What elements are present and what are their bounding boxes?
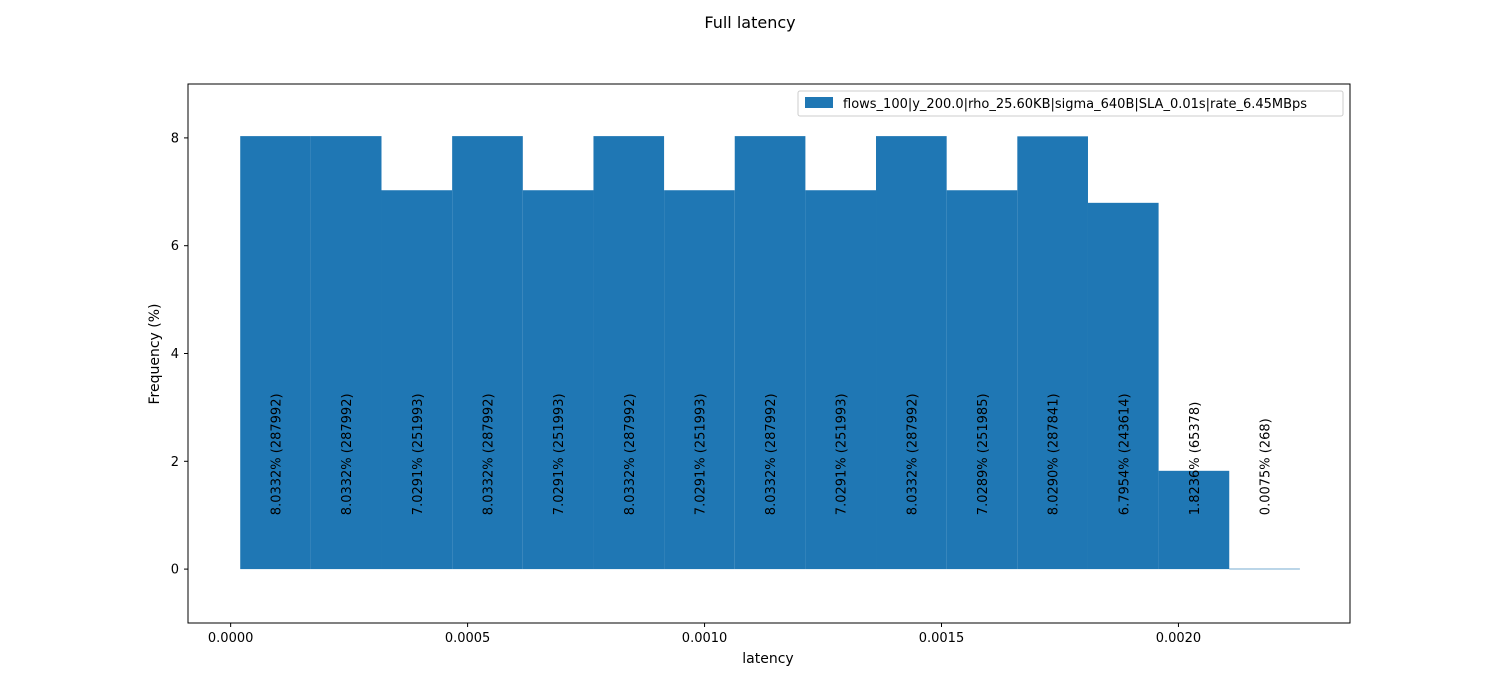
histogram-bar <box>310 136 382 570</box>
bar-value-label: 6.7954% (243614) <box>1117 393 1132 515</box>
y-axis-label: Frequency (%) <box>147 303 163 404</box>
y-tick-label: 6 <box>171 239 179 254</box>
chart-title: Full latency <box>704 13 795 32</box>
x-tick-label: 0.0020 <box>1156 631 1202 646</box>
histogram-bar <box>1087 202 1159 570</box>
y-tick-label: 8 <box>171 131 179 146</box>
histogram-bar <box>381 190 453 570</box>
bar-value-label: 8.0332% (287992) <box>905 393 920 515</box>
histogram-bar <box>522 190 594 570</box>
histogram-bar <box>1017 136 1088 570</box>
histogram-bar <box>805 190 877 570</box>
histogram-bar <box>240 136 311 570</box>
x-tick-label: 0.0005 <box>445 631 491 646</box>
bar-labels-group: 8.0332% (287992) 8.0332% (287992) 7.0291% … <box>270 393 1274 515</box>
x-axis-label: latency <box>742 651 793 667</box>
histogram-bar <box>1158 470 1230 570</box>
bar-value-label: 8.0332% (287992) <box>481 393 496 515</box>
y-tick-label: 2 <box>171 455 179 470</box>
bar-value-label: 7.0289% (251985) <box>976 393 991 515</box>
x-axis: 0.0000 0.0005 0.0010 0.0015 0.0020 <box>208 623 1201 646</box>
bar-value-label: 8.0290% (287841) <box>1047 393 1062 515</box>
histogram-bar <box>452 136 523 570</box>
bar-value-label: 8.0332% (287992) <box>270 393 285 515</box>
histogram-bar <box>734 136 806 570</box>
bar-value-label: 7.0291% (251993) <box>693 393 708 515</box>
bar-value-label: 0.0075% (268) <box>1259 418 1274 515</box>
histogram-bar <box>593 136 665 570</box>
histogram-bar <box>1229 568 1300 570</box>
histogram-bar <box>946 190 1018 570</box>
x-tick-label: 0.0015 <box>919 631 965 646</box>
bar-value-label: 8.0332% (287992) <box>764 393 779 515</box>
bar-value-label: 7.0291% (251993) <box>411 393 426 515</box>
legend-swatch <box>805 97 833 108</box>
bar-value-label: 8.0332% (287992) <box>340 393 355 515</box>
x-tick-label: 0.0000 <box>208 631 254 646</box>
bar-value-label: 8.0332% (287992) <box>623 393 638 515</box>
bar-value-label: 7.0291% (251993) <box>552 393 567 515</box>
y-tick-label: 4 <box>171 347 179 362</box>
histogram-bar <box>664 190 735 570</box>
legend: flows_100|y_200.0|rho_25.60KB|sigma_640B… <box>797 90 1344 117</box>
bars-group <box>240 136 1300 570</box>
bar-value-label: 7.0291% (251993) <box>835 393 850 515</box>
x-tick-label: 0.0010 <box>682 631 728 646</box>
legend-box <box>797 90 1344 117</box>
legend-label: flows_100|y_200.0|rho_25.60KB|sigma_640B… <box>843 97 1307 112</box>
y-axis: 0 2 4 6 8 <box>171 131 188 578</box>
bar-value-label: 1.8236% (65378) <box>1188 402 1203 515</box>
y-tick-label: 0 <box>171 563 179 578</box>
histogram-bar <box>876 136 947 570</box>
